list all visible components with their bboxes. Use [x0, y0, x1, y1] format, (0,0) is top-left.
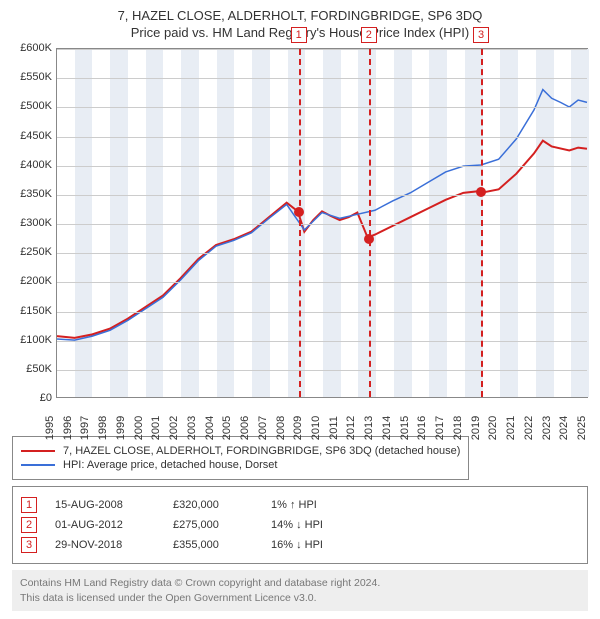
y-axis: £0£50K£100K£150K£200K£250K£300K£350K£400…: [12, 48, 56, 398]
event-line-2: [369, 49, 371, 397]
event-price: £355,000: [173, 539, 253, 551]
event-date: 29-NOV-2018: [55, 539, 155, 551]
h-gridline: [57, 166, 587, 167]
y-tick-label: £0: [40, 392, 52, 404]
event-marker-1: 1: [291, 27, 307, 43]
y-tick-label: £250K: [20, 246, 52, 258]
event-marker-3: 3: [473, 27, 489, 43]
event-marker-2: 2: [361, 27, 377, 43]
event-number-box: 1: [21, 497, 37, 513]
event-hpi: 1% ↑ HPI: [271, 499, 361, 511]
h-gridline: [57, 312, 587, 313]
event-price: £275,000: [173, 519, 253, 531]
event-row-1: 1 15-AUG-2008 £320,000 1% ↑ HPI: [21, 497, 579, 513]
y-tick-label: £100K: [20, 334, 52, 346]
y-tick-label: £150K: [20, 305, 52, 317]
y-tick-label: £500K: [20, 100, 52, 112]
event-line-1: [299, 49, 301, 397]
chart: £0 £50K £100K £150K £200K £250K £300K £350K £400…: [12, 48, 588, 428]
event-date: 15-AUG-2008: [55, 499, 155, 511]
legend-swatch: [21, 450, 55, 452]
legend-item-1: HPI: Average price, detached house, Dors…: [21, 459, 460, 471]
legend: 7, HAZEL CLOSE, ALDERHOLT, FORDINGBRIDGE…: [12, 436, 469, 480]
y-tick-label: £50K: [26, 363, 52, 375]
event-row-3: 3 29-NOV-2018 £355,000 16% ↓ HPI: [21, 537, 579, 553]
h-gridline: [57, 195, 587, 196]
events-table: 1 15-AUG-2008 £320,000 1% ↑ HPI 2 01-AUG-2012…: [12, 486, 588, 564]
y-tick-label: £550K: [20, 71, 52, 83]
h-gridline: [57, 137, 587, 138]
h-gridline: [57, 282, 587, 283]
plot-area: 123: [56, 48, 588, 398]
legend-label: HPI: Average price, detached house, Dors…: [63, 459, 277, 471]
series-hpi: [57, 90, 587, 341]
h-gridline: [57, 107, 587, 108]
h-gridline: [57, 224, 587, 225]
legend-label: 7, HAZEL CLOSE, ALDERHOLT, FORDINGBRIDGE…: [63, 445, 460, 457]
line-series: [57, 49, 587, 397]
event-date: 01-AUG-2012: [55, 519, 155, 531]
h-gridline: [57, 253, 587, 254]
h-gridline: [57, 78, 587, 79]
event-dot-3: [476, 187, 486, 197]
h-gridline: [57, 49, 587, 50]
event-hpi: 16% ↓ HPI: [271, 539, 361, 551]
y-tick-label: £600K: [20, 42, 52, 54]
chart-title: 7, HAZEL CLOSE, ALDERHOLT, FORDINGBRIDGE…: [12, 8, 588, 23]
footer-attribution: Contains HM Land Registry data © Crown c…: [12, 570, 588, 611]
x-axis: 1995199619971998199920002001200220032004…: [56, 398, 588, 428]
legend-swatch: [21, 464, 55, 466]
event-number-box: 2: [21, 517, 37, 533]
event-row-2: 2 01-AUG-2012 £275,000 14% ↓ HPI: [21, 517, 579, 533]
event-dot-1: [294, 207, 304, 217]
event-line-3: [481, 49, 483, 397]
x-tick-label: 2025: [560, 416, 588, 440]
event-price: £320,000: [173, 499, 253, 511]
y-tick-label: £350K: [20, 188, 52, 200]
y-tick-label: £450K: [20, 130, 52, 142]
legend-item-0: 7, HAZEL CLOSE, ALDERHOLT, FORDINGBRIDGE…: [21, 445, 460, 457]
footer-line-2: This data is licensed under the Open Gov…: [20, 591, 580, 606]
event-hpi: 14% ↓ HPI: [271, 519, 361, 531]
y-tick-label: £300K: [20, 217, 52, 229]
h-gridline: [57, 341, 587, 342]
event-number-box: 3: [21, 537, 37, 553]
series-property: [57, 141, 587, 338]
event-dot-2: [364, 234, 374, 244]
y-tick-label: £400K: [20, 159, 52, 171]
footer-line-1: Contains HM Land Registry data © Crown c…: [20, 576, 580, 591]
h-gridline: [57, 370, 587, 371]
y-tick-label: £200K: [20, 275, 52, 287]
